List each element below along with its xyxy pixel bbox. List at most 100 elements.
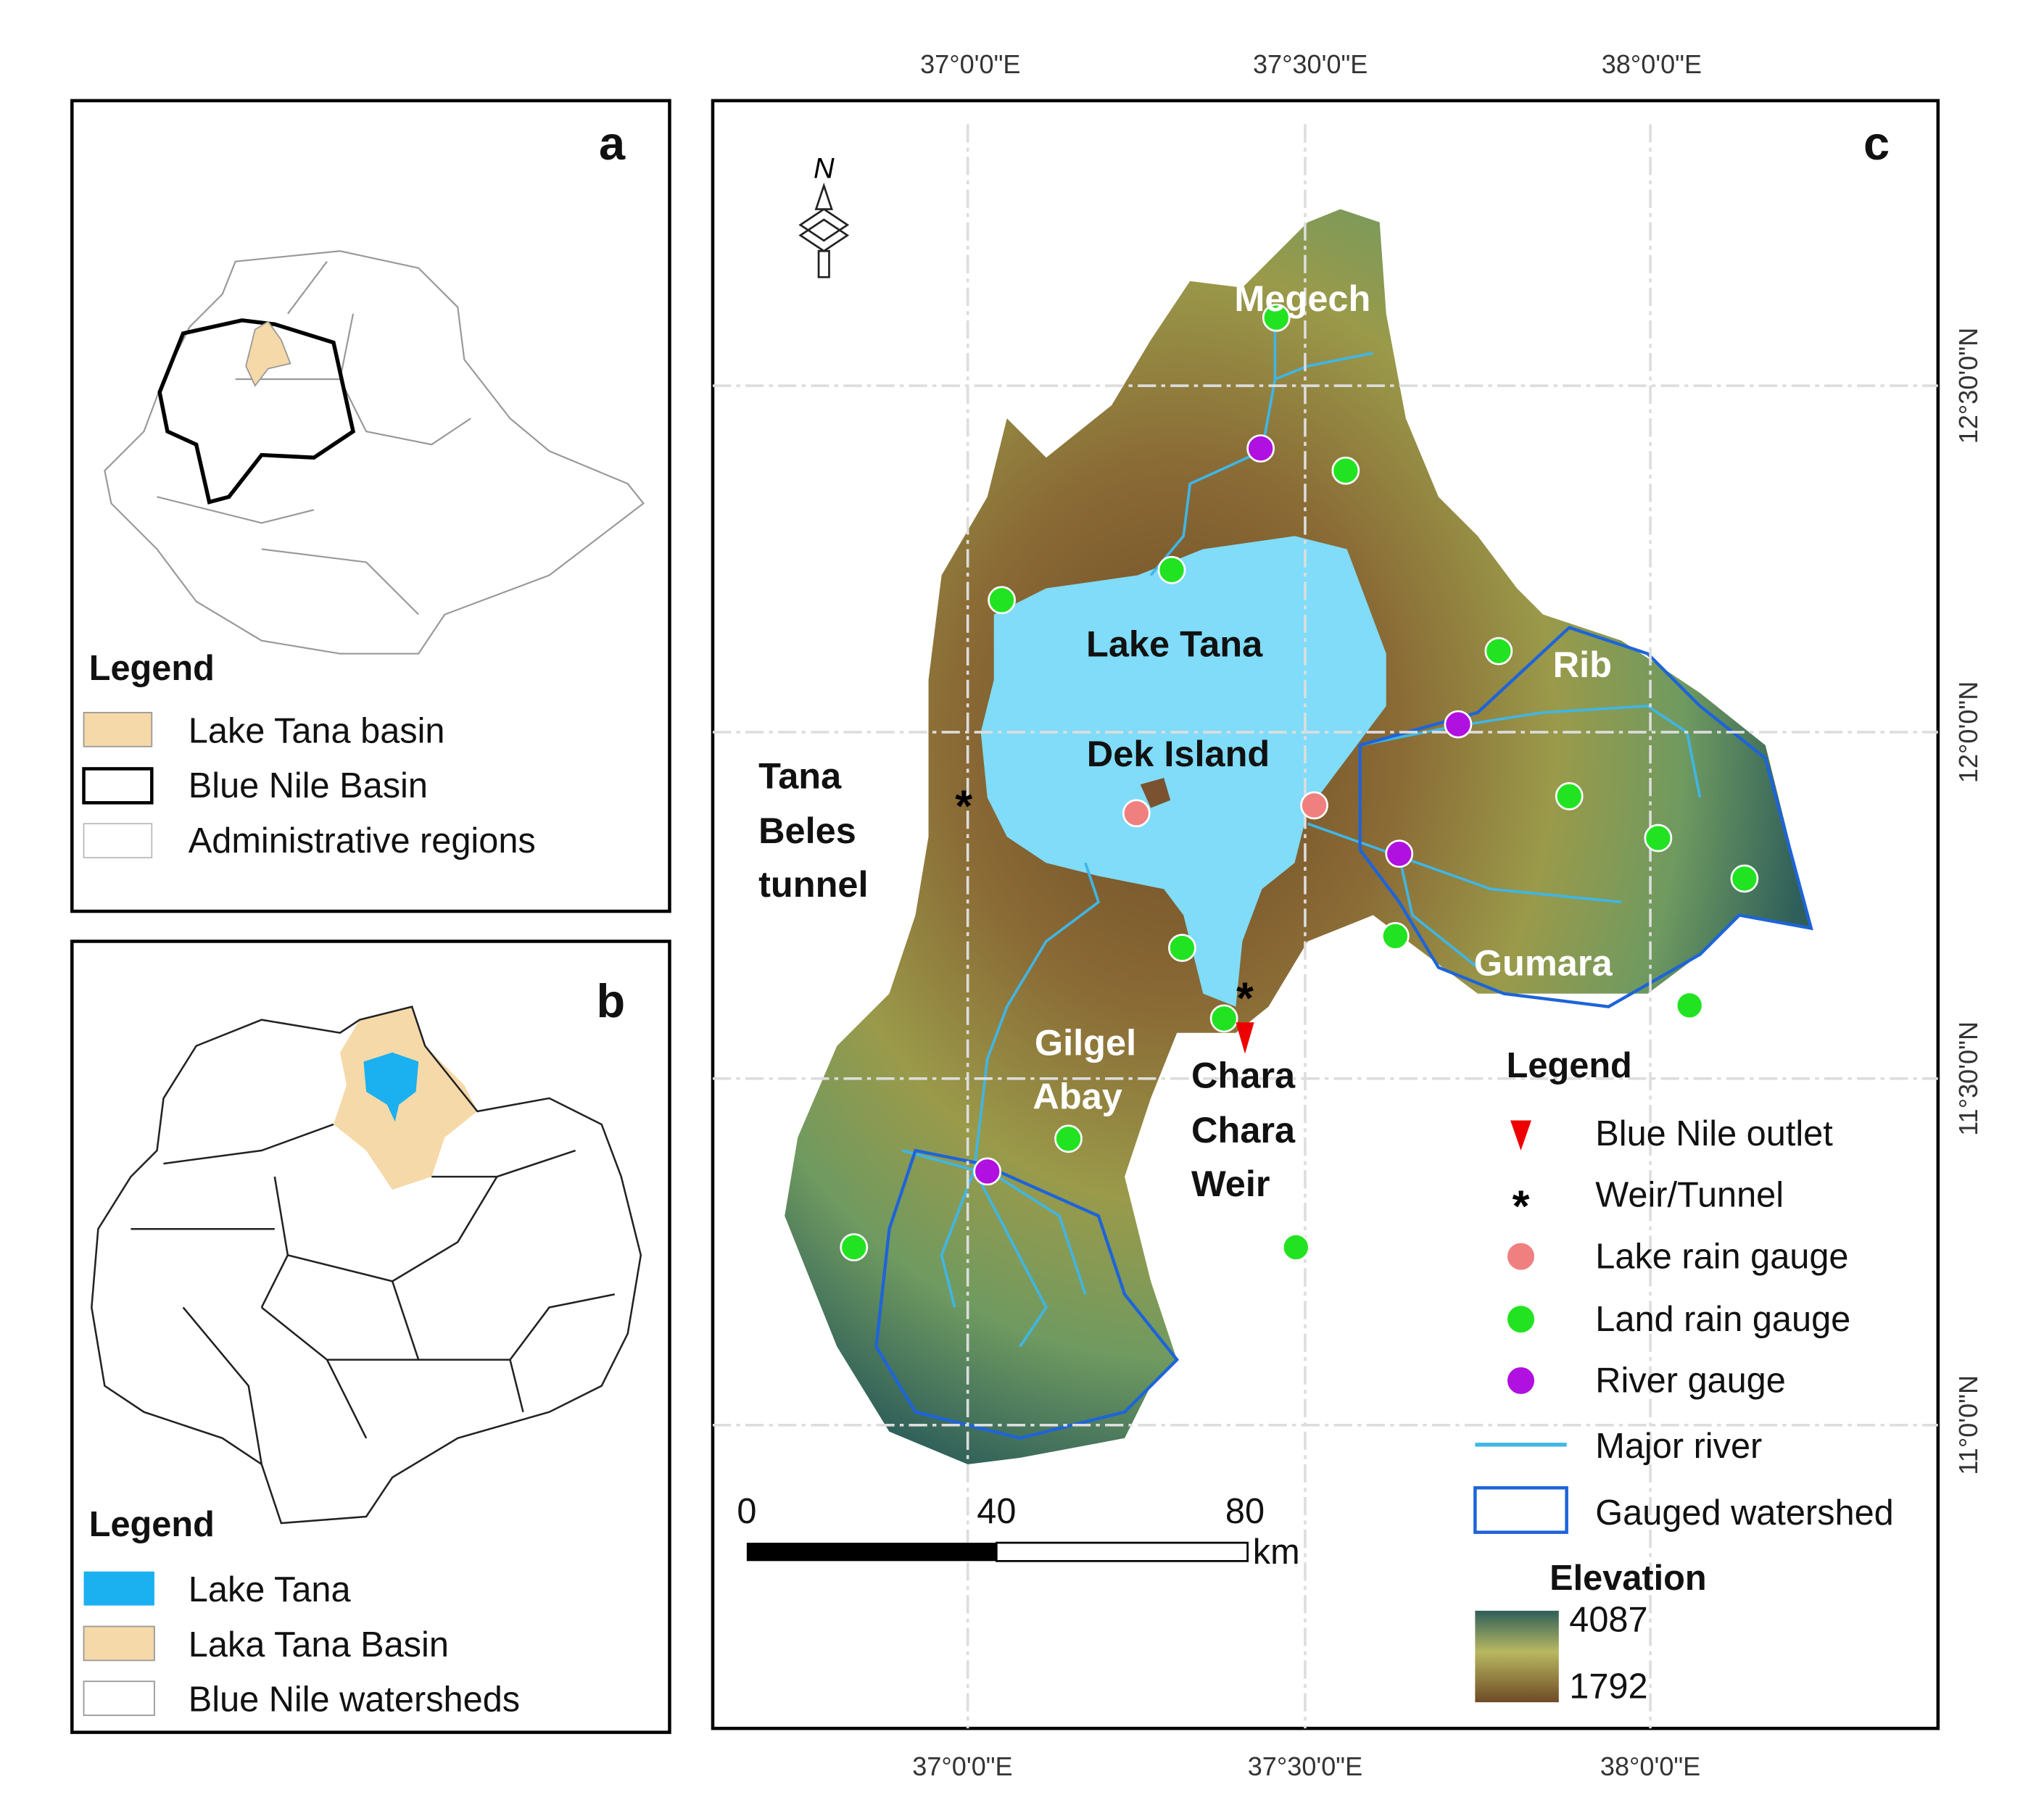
blue-nile-watersheds	[91, 1006, 642, 1525]
legend-item: Blue Nile outlet	[1595, 1114, 1833, 1153]
panel-label: b	[596, 974, 625, 1027]
panel-label: a	[599, 117, 626, 170]
legend-item: Blue Nile Basin	[189, 766, 428, 805]
graticule	[712, 124, 1938, 1729]
panel-label: c	[1863, 117, 1890, 170]
grid	[712, 124, 1938, 1729]
land-rain-gauge	[1381, 921, 1410, 950]
weir-tunnel: *	[1236, 973, 1254, 1023]
scale-bar: 0 40 80 km	[737, 1492, 1299, 1572]
place-label: Gumara	[1474, 942, 1613, 983]
legend-swatch	[83, 711, 153, 747]
legend-item: Lake Tana	[189, 1570, 352, 1609]
panel-frame	[70, 99, 671, 913]
legend-symbol	[1505, 1365, 1536, 1396]
lon-label: 37°30'0"E	[1253, 49, 1368, 79]
place-label: tunnel	[758, 863, 868, 905]
land-rain-gauge	[840, 1233, 869, 1261]
legend-swatch	[83, 1680, 155, 1717]
place-label: Weir	[1191, 1163, 1270, 1204]
land-rain-gauge	[1168, 934, 1196, 962]
scale-tick: 0	[737, 1492, 756, 1531]
ethiopia-admin	[104, 250, 645, 655]
place-label: Abay	[1033, 1075, 1122, 1116]
lon-label: 38°0'0"E	[1600, 1751, 1700, 1781]
place-label: Gilgel	[1035, 1021, 1136, 1063]
place-label: Megech	[1234, 278, 1370, 319]
lon-label: 37°0'0"E	[920, 49, 1020, 79]
gauged-watersheds	[874, 626, 1813, 1440]
scale-segment	[746, 1543, 997, 1562]
legend-swatch	[83, 823, 153, 858]
elevation-min: 1792	[1569, 1667, 1647, 1707]
lon-label: 37°0'0"E	[912, 1751, 1012, 1781]
lon-label: 37°30'0"E	[1248, 1751, 1362, 1781]
legend-item: Blue Nile watersheds	[189, 1680, 520, 1720]
lat-label: 11°30'0"N	[1953, 1021, 1983, 1136]
dek-island	[1140, 778, 1171, 808]
legend-symbol: *	[1513, 1180, 1530, 1230]
elevation-max: 4087	[1569, 1601, 1647, 1640]
land-rain-gauge	[1555, 781, 1584, 810]
lat-label: 11°0'0"N	[1953, 1375, 1983, 1475]
land-rain-gauge	[1730, 864, 1759, 893]
land-rain-gauge	[1209, 1004, 1238, 1033]
place-label: Beles	[758, 810, 856, 851]
legend-symbol	[1505, 1240, 1536, 1272]
land-rain-gauge	[1262, 303, 1291, 332]
blue-nile-basin	[157, 318, 356, 505]
legend-item: Administrative regions	[189, 821, 536, 861]
place-label: Dek Island	[1087, 733, 1270, 774]
major-rivers	[902, 320, 1702, 1348]
legend: Legend Blue Nile outlet * Weir/Tunnel La…	[1473, 1046, 1894, 1707]
place-label: Tana	[758, 755, 842, 796]
river-gauge	[1246, 434, 1275, 463]
lat-label: 12°0'0"N	[1953, 681, 1983, 783]
legend-item: Weir/Tunnel	[1595, 1176, 1784, 1215]
panel-b: b Legend Lake Tana Laka Tana Basin Blue …	[70, 940, 671, 1734]
place-label: Lake Tana	[1086, 623, 1263, 664]
lake-tana	[980, 536, 1386, 1007]
legend-item: Laka Tana Basin	[189, 1625, 449, 1664]
legend-item: Lake rain gauge	[1595, 1237, 1848, 1276]
land-rain-gauge	[1281, 1233, 1310, 1261]
land-rain-gauge	[1484, 637, 1513, 666]
scale-tick: 40	[977, 1492, 1016, 1531]
river-gauge	[1385, 839, 1414, 868]
land-rain-gauge	[1675, 991, 1704, 1020]
gauges: * *	[840, 303, 1759, 1261]
river-gauge	[973, 1157, 1002, 1186]
lake-tana-basin	[245, 320, 291, 387]
land-rain-gauge	[1054, 1124, 1083, 1153]
lake-rain-gauge	[1122, 799, 1151, 828]
scale-unit: km	[1253, 1533, 1300, 1572]
panel-a: a Legend Lake Tana basin Blue Nile Basin…	[70, 99, 671, 913]
land-rain-gauge	[988, 586, 1016, 615]
place-label: Rib	[1553, 644, 1612, 685]
lat-label: 12°30'0"N	[1953, 328, 1983, 444]
weir-tunnel: *	[955, 781, 972, 831]
place-label: Chara	[1191, 1054, 1296, 1095]
legend-title: Legend	[89, 649, 215, 688]
lon-label: 38°0'0"E	[1602, 49, 1702, 79]
north-arrow: N	[798, 152, 850, 278]
north-label: N	[814, 152, 835, 184]
legend-swatch	[83, 1571, 154, 1606]
river-gauge	[1444, 710, 1473, 739]
lake-tana	[363, 1052, 419, 1122]
elevation-title: Elevation	[1549, 1559, 1706, 1598]
north-symbol	[798, 182, 850, 278]
legend-swatch	[82, 767, 154, 805]
legend-swatch	[83, 1625, 155, 1662]
legend-item: Land rain gauge	[1595, 1300, 1850, 1339]
panel-c: 37°0'0"E 37°30'0"E 38°0'0"E 37°0'0"E 37°…	[711, 49, 1983, 1781]
legend-item: Lake Tana basin	[189, 711, 445, 750]
legend-item: Gauged watershed	[1595, 1493, 1893, 1533]
lake-rain-gauge	[1300, 791, 1328, 820]
land-rain-gauge	[1644, 824, 1673, 853]
land-rain-gauge	[1331, 456, 1360, 485]
legend-symbol	[1473, 1486, 1568, 1534]
place-label: Chara	[1191, 1109, 1296, 1150]
